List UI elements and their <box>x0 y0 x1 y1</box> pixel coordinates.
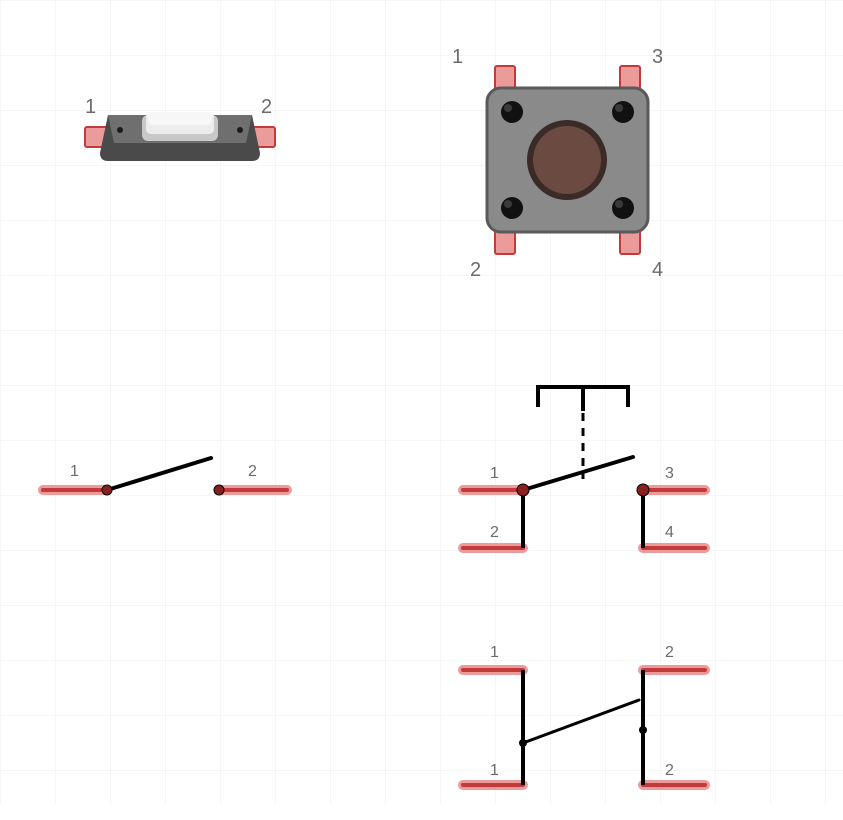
dpst-pin-4-label: 4 <box>665 524 674 542</box>
dpst-pin-2-label: 2 <box>490 524 499 542</box>
tact-pin-2-label: 2 <box>470 259 481 282</box>
dpst2-pin-tr-label: 2 <box>665 644 674 662</box>
dpst2-pin-tl-label: 1 <box>490 644 499 662</box>
diagram-canvas: 1 2 1 3 2 4 <box>0 0 843 804</box>
smd-pin-1-label: 1 <box>85 96 96 119</box>
dpst-pin-1-label: 1 <box>490 465 499 483</box>
tact-pin-1-label: 1 <box>452 46 463 69</box>
schematic-dpst-2 <box>455 640 725 820</box>
tactile-switch-component <box>470 58 680 278</box>
tact-pin-4-label: 4 <box>652 259 663 282</box>
spst-pin-2-label: 2 <box>248 463 257 481</box>
dpst2-pin-bl-label: 1 <box>490 762 499 780</box>
spst-pin-1-label: 1 <box>70 463 79 481</box>
dpst2-pin-br-label: 2 <box>665 762 674 780</box>
tact-pin-3-label: 3 <box>652 46 663 69</box>
dpst-pin-3-label: 3 <box>665 465 674 483</box>
smd-pin-2-label: 2 <box>261 96 272 119</box>
